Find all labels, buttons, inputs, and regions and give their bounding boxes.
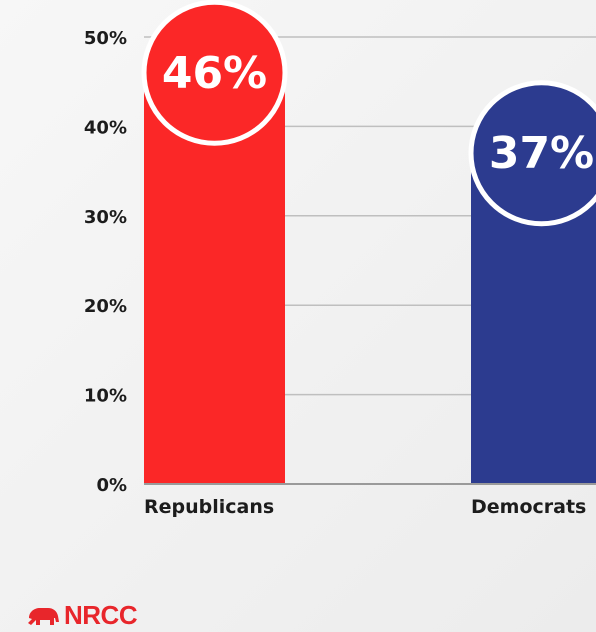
y-tick-label: 50% [84,28,127,49]
brand-name: NRCC [64,600,138,630]
data-label: 37% [489,128,594,179]
bars: 46% 37% [141,0,596,484]
y-axis-ticks: 0% 10% 20% 30% 40% 50% [84,28,127,496]
data-label: 46% [162,48,267,99]
y-tick-label: 0% [96,475,127,496]
elephant-icon [28,607,59,625]
category-label: Republicans [144,496,274,518]
data-label-bubble [468,80,596,227]
y-tick-label: 40% [84,117,127,138]
category-labels: Republicans Democrats [144,496,586,518]
data-label-bubble [141,0,288,146]
category-label: Democrats [471,496,586,518]
nrcc-logo: NRCC [26,600,138,631]
y-tick-label: 10% [84,386,127,407]
y-tick-label: 20% [84,296,127,317]
y-tick-label: 30% [84,207,127,228]
